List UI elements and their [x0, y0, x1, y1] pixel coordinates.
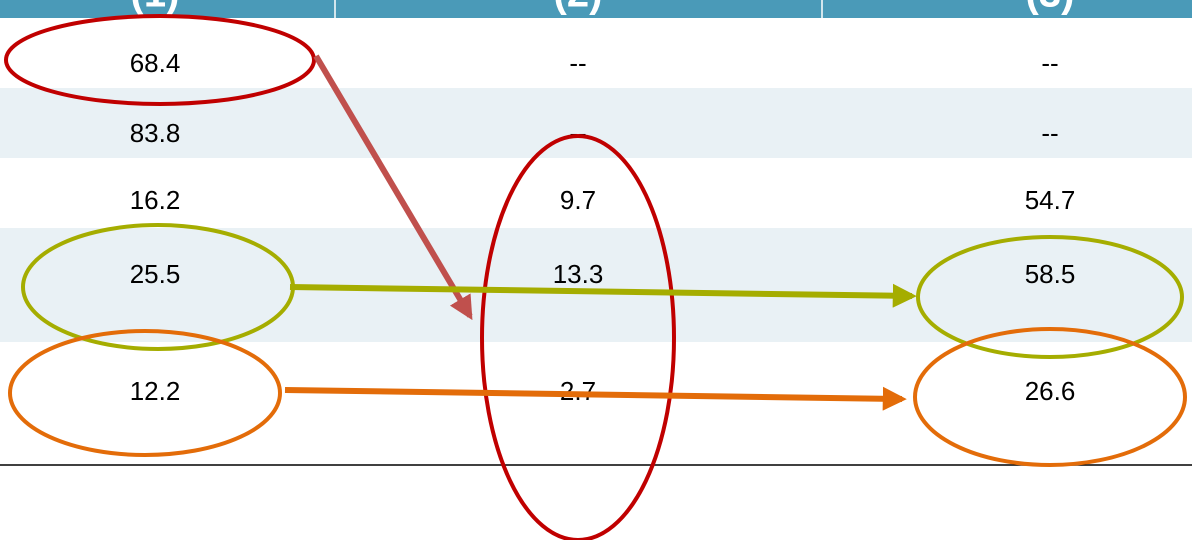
- cell: 68.4: [130, 48, 181, 78]
- cell: 13.3: [553, 259, 604, 289]
- cell: --: [569, 48, 586, 78]
- red-arrow: [313, 54, 473, 321]
- orange-ellipse: [913, 327, 1187, 467]
- orange-arrow: [284, 386, 907, 411]
- row-band: [0, 342, 1192, 465]
- cell: 54.7: [1025, 185, 1076, 215]
- row-band: [0, 158, 1192, 228]
- row-band: [0, 88, 1192, 158]
- cell: 25.5: [130, 259, 181, 289]
- cell: 16.2: [130, 185, 181, 215]
- table: (1) (2) (3) 68.4 -- -- 83.8 -- -- 16.2 9.7 54.7 25.5…: [0, 0, 1192, 465]
- red-vertical-ellipse: [480, 134, 676, 540]
- red-ellipse: [4, 14, 316, 106]
- header-cell: (3): [1026, 0, 1075, 16]
- header-cell: (2): [554, 0, 603, 16]
- cell: --: [569, 118, 586, 148]
- cell: --: [1041, 118, 1058, 148]
- cell: --: [1041, 48, 1058, 78]
- header-cell: (1): [131, 0, 180, 16]
- olive-arrow: [289, 283, 917, 308]
- cell: 9.7: [560, 185, 596, 215]
- header-band: [0, 0, 1192, 18]
- cell: 83.8: [130, 118, 181, 148]
- olive-ellipse: [916, 235, 1184, 359]
- row-band: [0, 228, 1192, 342]
- row-band: [0, 18, 1192, 88]
- annotations: [4, 14, 1187, 540]
- cell: 12.2: [130, 376, 181, 406]
- cell: 58.5: [1025, 259, 1076, 289]
- orange-ellipse: [8, 329, 282, 457]
- cell: 26.6: [1025, 376, 1076, 406]
- cell: 2.7: [560, 376, 596, 406]
